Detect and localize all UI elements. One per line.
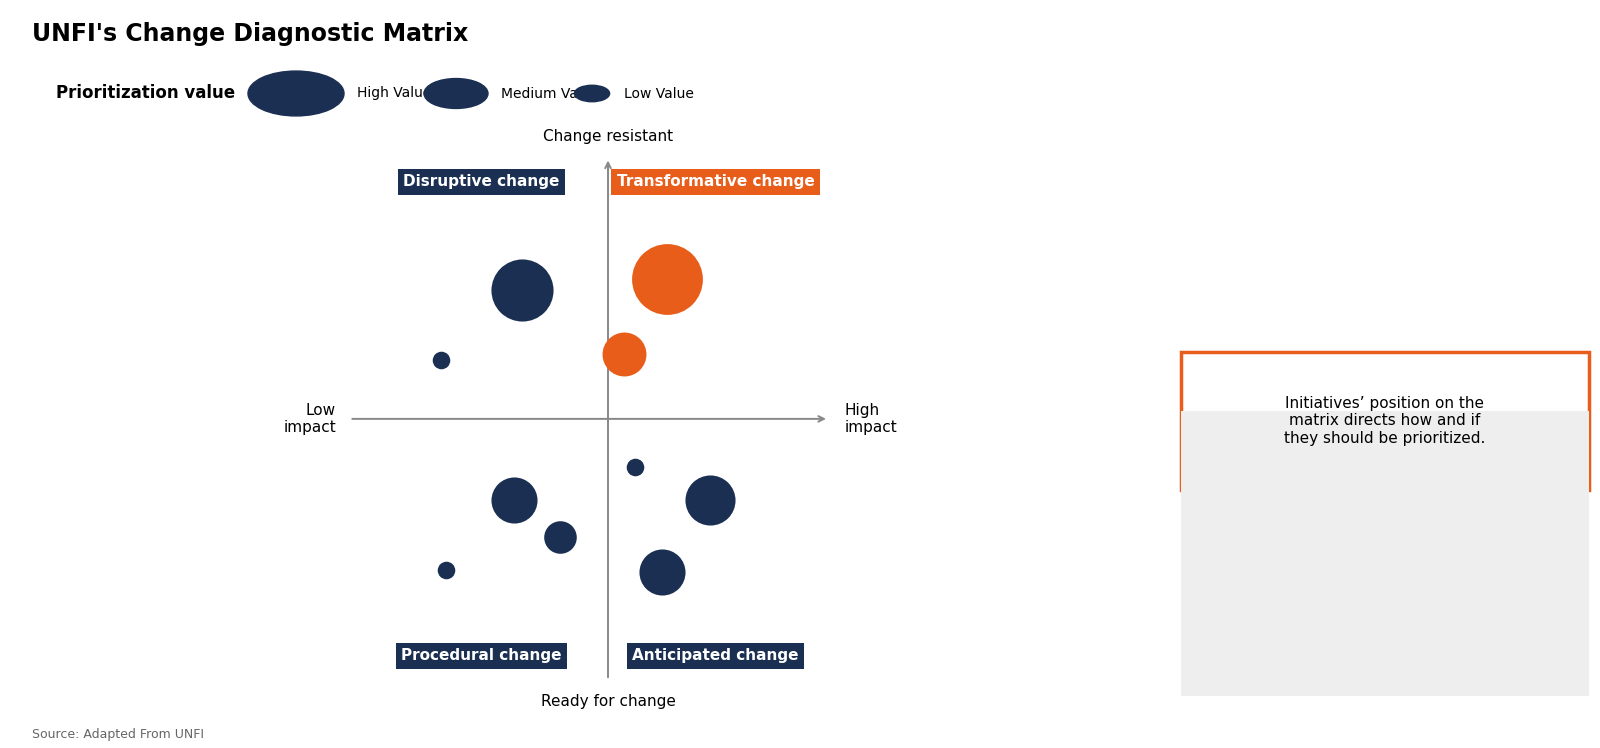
Text: Initiatives’ position on the
matrix directs how and if
they should be prioritize: Initiatives’ position on the matrix dire… [1285,396,1485,446]
Text: Transformative change: Transformative change [618,174,814,189]
Text: UNFI's Change Diagnostic Matrix: UNFI's Change Diagnostic Matrix [32,22,469,46]
Point [650,566,675,578]
Text: The Change Enablement: The Change Enablement [1216,429,1405,444]
Point [434,564,459,576]
Text: visibility into the change: visibility into the change [1216,570,1405,585]
Point [698,494,723,506]
Text: with: with [1266,513,1302,528]
Text: leadership to provide: leadership to provide [1216,542,1379,557]
Point [509,283,534,295]
Point [501,494,526,506]
Text: Source: Adapted From UNFI: Source: Adapted From UNFI [32,728,205,741]
Text: prioritized changes: prioritized changes [1216,655,1382,670]
Text: Ready for change: Ready for change [541,693,675,708]
Text: ensure: ensure [1269,598,1328,613]
Point [654,273,680,285]
Text: Prioritization value: Prioritization value [56,85,235,102]
Text: completes the: completes the [1216,485,1339,500]
Text: process and: process and [1216,598,1314,613]
Point [611,349,637,361]
Text: team: team [1216,457,1261,472]
Point [547,531,573,543]
Text: High Value: High Value [357,87,430,100]
Text: Procedural change: Procedural change [402,649,562,663]
Text: diagnostic: diagnostic [1216,513,1306,528]
Text: Low Value: Low Value [624,87,694,100]
Text: Low
impact: Low impact [283,402,336,435]
Point [622,462,648,473]
Point [429,354,454,366]
Text: High
impact: High impact [845,402,898,435]
Text: Medium Value: Medium Value [501,87,598,100]
Text: Change resistant: Change resistant [542,129,674,144]
Text: commitment to: commitment to [1216,627,1347,642]
Text: .: . [1310,655,1315,670]
Text: Anticipated change: Anticipated change [632,649,798,663]
Text: collaboratively: collaboratively [1238,457,1365,472]
Text: Disruptive change: Disruptive change [403,174,560,189]
